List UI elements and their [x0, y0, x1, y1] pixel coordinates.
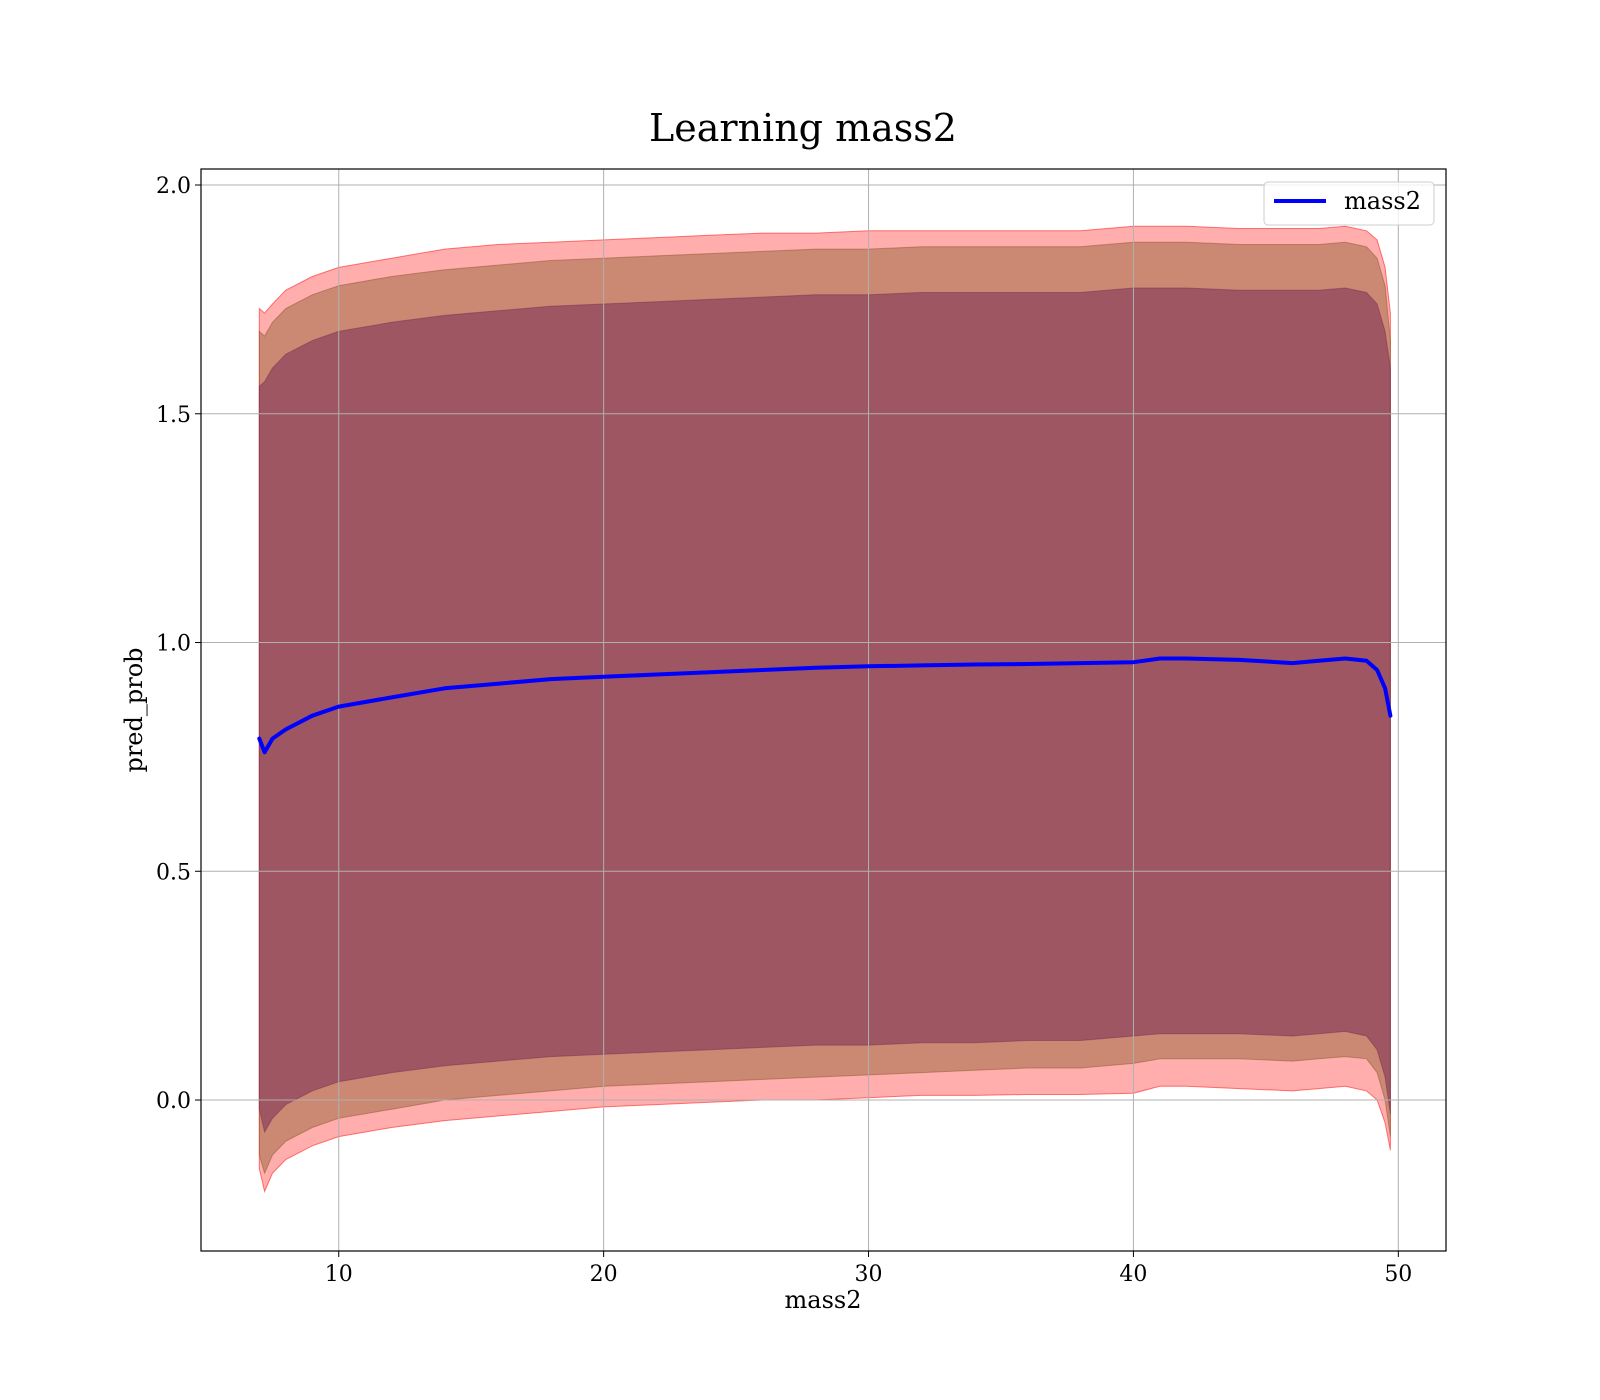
x-tick-label: 30 — [855, 1262, 883, 1287]
y-tick-label: 1.5 — [156, 403, 191, 428]
y-tick-label: 0.5 — [156, 860, 191, 885]
chart-title: Learning mass2 — [649, 106, 957, 150]
x-tick-label: 40 — [1119, 1262, 1147, 1287]
y-tick-label: 1.0 — [156, 632, 191, 657]
x-axis-label: mass2 — [785, 1286, 862, 1314]
axes-frame — [200, 168, 1447, 1252]
legend-entry-mass2: mass2 — [1344, 187, 1421, 215]
x-tick-label: 20 — [590, 1262, 618, 1287]
grid-lines — [201, 169, 1446, 1251]
y-axis-label: pred_prob — [120, 647, 148, 772]
legend: mass2 — [1263, 181, 1435, 226]
y-tick-label: 2.0 — [156, 174, 191, 199]
plot-area — [201, 169, 1446, 1251]
y-axis-ticks: 0.0 0.5 1.0 1.5 2.0 — [156, 174, 201, 1114]
band-group — [258, 225, 1391, 1194]
x-tick-label: 50 — [1384, 1262, 1412, 1287]
series-line-mass2 — [257, 656, 1393, 755]
series-group — [257, 656, 1393, 755]
legend-box — [1263, 181, 1435, 226]
x-tick-label: 10 — [325, 1262, 353, 1287]
band-3 — [258, 287, 1391, 1134]
y-tick-label: 0.0 — [156, 1089, 191, 1114]
x-axis-ticks: 10 20 30 40 50 — [325, 1251, 1412, 1287]
